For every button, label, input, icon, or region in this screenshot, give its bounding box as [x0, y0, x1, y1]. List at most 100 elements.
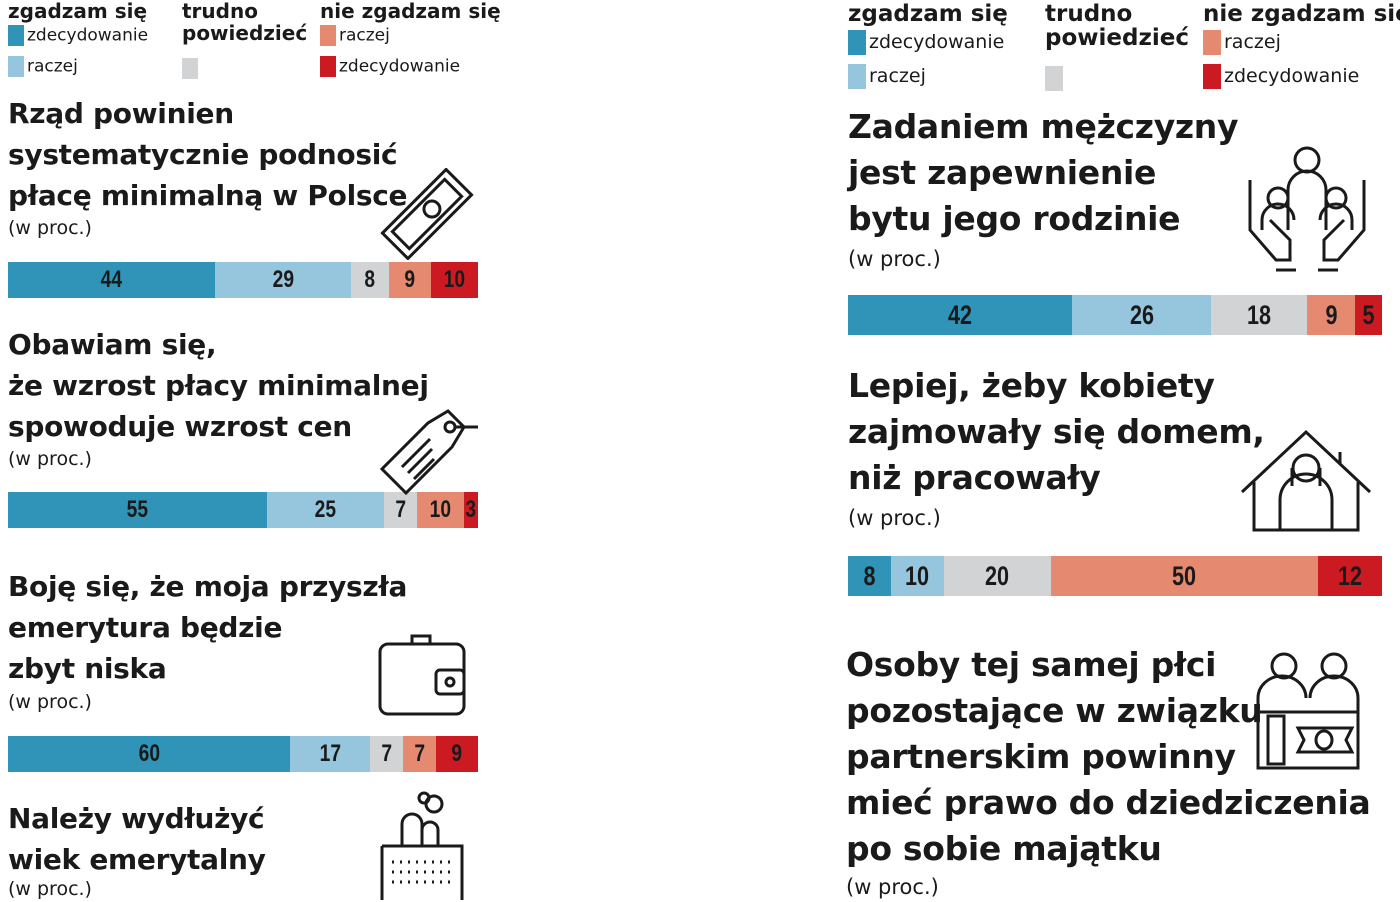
data-label: 5 — [1362, 299, 1375, 330]
family-hands-icon — [1248, 146, 1366, 272]
data-label: 55 — [126, 496, 148, 523]
bar-segment-hard-to-say: 7 — [369, 736, 403, 772]
data-label: 10 — [443, 266, 466, 293]
price-tag-icon — [379, 409, 478, 496]
bar-segment-disagree-rather: 50 — [1050, 556, 1318, 596]
bar-segment-disagree-rather: 7 — [402, 736, 436, 772]
title-line: zajmowały się domem, — [848, 412, 1265, 451]
woman-house-icon — [1240, 429, 1372, 532]
banknote-icon — [380, 168, 474, 260]
data-label: 10 — [429, 496, 452, 523]
question-title: Należy wydłużyć wiek emerytalny — [8, 798, 266, 880]
title-line: pozostające w związku — [846, 691, 1263, 730]
unit-label: (w proc.) — [848, 506, 941, 530]
bar-segment-hard-to-say: 8 — [351, 262, 389, 298]
title-line: zbyt niska — [8, 652, 167, 685]
legend-hard-swatch — [1045, 66, 1063, 91]
title-line: że wzrost płacy minimalnej — [8, 369, 429, 402]
legend-disagree-strong: zdecydowanie — [1203, 64, 1359, 89]
unit-label: (w proc.) — [848, 247, 941, 271]
question-title: Lepiej, żeby kobiety zajmowały się domem,… — [848, 363, 1265, 501]
title-line: Należy wydłużyć — [8, 802, 265, 835]
question-title: Boję się, że moja przyszła emerytura będz… — [8, 566, 407, 689]
legend-disagree-heading: nie zgadzam się — [1203, 1, 1400, 27]
stacked-bar: 44 29 8 9 10 — [8, 262, 478, 298]
bar-segment-agree-rather: 25 — [266, 492, 384, 528]
title-line: spowoduje wzrost cen — [8, 410, 352, 443]
question-title: Rząd powinien systematycznie podnosić płac… — [8, 93, 408, 216]
title-line: Zadaniem mężczyzny — [848, 107, 1239, 146]
legend-agree-strong: zdecydowanie — [848, 30, 1004, 55]
unit-label: (w proc.) — [846, 875, 939, 899]
bar-segment-agree-strong: 60 — [8, 736, 290, 772]
data-label: 50 — [1172, 560, 1197, 591]
question-title: Zadaniem mężczyzny jest zapewnienie bytu j… — [848, 104, 1239, 242]
title-line: bytu jego rodzinie — [848, 199, 1181, 238]
bar-segment-agree-rather: 26 — [1072, 295, 1212, 335]
bar-segment-disagree-rather: 9 — [388, 262, 431, 298]
bar-segment-agree-rather: 10 — [890, 556, 945, 596]
data-label: 7 — [380, 740, 392, 767]
bar-segment-agree-strong: 44 — [8, 262, 215, 298]
legend-agree-heading: zgadzam się — [848, 1, 1008, 27]
legend-disagree-rather: raczej — [1203, 30, 1281, 55]
data-label: 8 — [364, 266, 376, 293]
bar-segment-disagree-strong: 9 — [435, 736, 478, 772]
legend-disagree-rather: raczej — [320, 25, 390, 46]
couple-inheritance-icon — [1256, 652, 1360, 770]
legend-hard-heading: trudno powiedzieć — [1045, 1, 1189, 51]
data-label: 7 — [395, 496, 406, 523]
data-label: 42 — [948, 299, 973, 330]
bar-segment-disagree-strong: 10 — [430, 262, 478, 298]
bar-segment-disagree-strong: 5 — [1355, 295, 1382, 335]
legend-agree-heading: zgadzam się — [8, 0, 148, 23]
title-line: Lepiej, żeby kobiety — [848, 366, 1215, 405]
data-label: 9 — [404, 266, 416, 293]
data-label: 44 — [100, 266, 123, 293]
title-line: po sobie majątku — [846, 829, 1162, 868]
data-label: 17 — [319, 740, 341, 767]
data-label: 9 — [451, 740, 463, 767]
legend-agree-rather: raczej — [848, 64, 926, 89]
bar-segment-agree-strong: 8 — [848, 556, 891, 596]
title-line: Obawiam się, — [8, 328, 217, 361]
data-label: 3 — [465, 496, 477, 523]
title-line: wiek emerytalny — [8, 843, 266, 876]
title-line: partnerskim powinny — [846, 737, 1236, 776]
title-line: płacę minimalną w Polsce — [8, 179, 408, 212]
title-line: Boję się, że moja przyszła — [8, 570, 408, 603]
calendar-icon — [380, 791, 464, 900]
bar-segment-hard-to-say: 7 — [384, 492, 417, 528]
bar-segment-disagree-rather: 9 — [1307, 295, 1356, 335]
title-line: jest zapewnienie — [848, 153, 1157, 192]
data-label: 20 — [985, 560, 1010, 591]
legend-hard-swatch — [182, 58, 198, 79]
unit-label: (w proc.) — [8, 217, 92, 239]
data-label: 60 — [138, 740, 160, 767]
bar-segment-disagree-rather: 10 — [416, 492, 464, 528]
question-title: Osoby tej samej płci pozostające w związk… — [846, 642, 1371, 872]
legend-disagree-heading: nie zgadzam się — [320, 0, 501, 23]
data-label: 12 — [1337, 560, 1362, 591]
title-line: mieć prawo do dziedziczenia — [846, 783, 1371, 822]
stacked-bar: 55 25 7 10 3 — [8, 492, 478, 528]
title-line: emerytura będzie — [8, 611, 283, 644]
bar-segment-hard-to-say: 20 — [944, 556, 1051, 596]
unit-label: (w proc.) — [8, 878, 92, 900]
legend-hard-heading: trudno powiedzieć — [182, 0, 308, 45]
wallet-icon — [378, 634, 466, 716]
bar-segment-disagree-strong: 3 — [463, 492, 478, 528]
bar-segment-agree-strong: 42 — [848, 295, 1073, 335]
legend-agree-strong: zdecydowanie — [8, 25, 148, 46]
unit-label: (w proc.) — [8, 448, 92, 470]
data-label: 26 — [1129, 299, 1154, 330]
bar-segment-agree-strong: 55 — [8, 492, 267, 528]
data-label: 9 — [1325, 299, 1338, 330]
unit-label: (w proc.) — [8, 691, 92, 713]
title-line: systematycznie podnosić — [8, 138, 398, 171]
data-label: 18 — [1247, 299, 1272, 330]
data-label: 29 — [272, 266, 294, 293]
question-title: Obawiam się, że wzrost płacy minimalnej sp… — [8, 324, 429, 447]
bar-segment-agree-rather: 29 — [214, 262, 352, 298]
bar-segment-agree-rather: 17 — [290, 736, 370, 772]
